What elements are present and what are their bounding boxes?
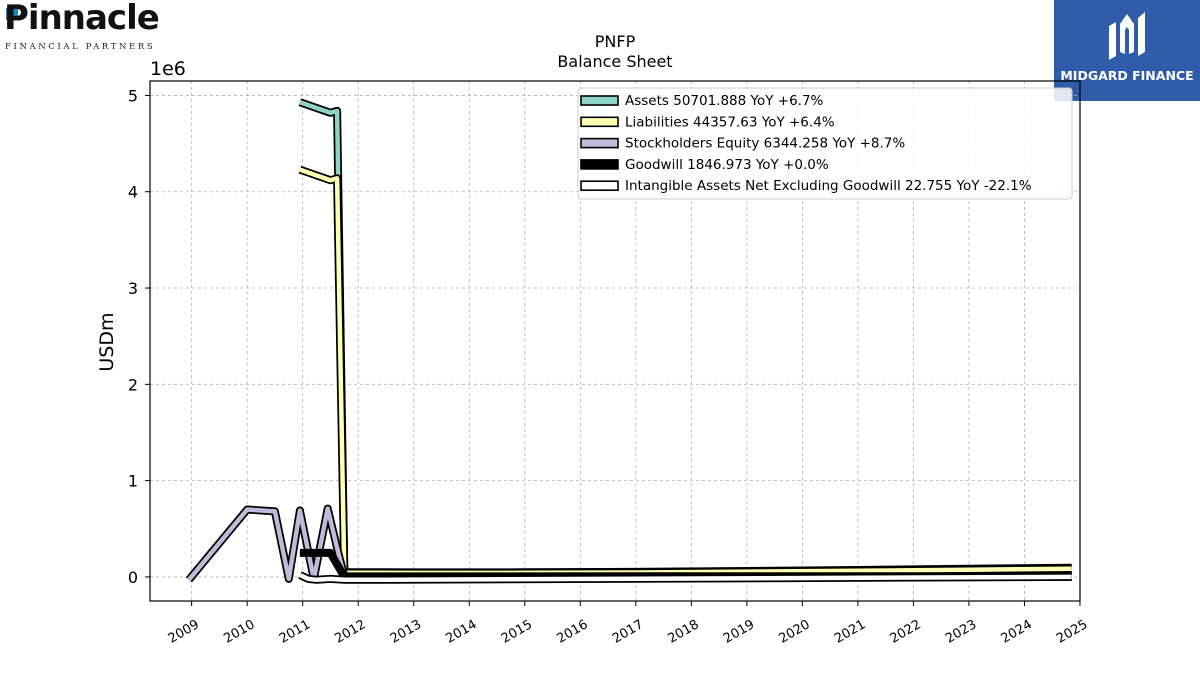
x-tick-label: 2017 <box>610 617 646 647</box>
x-tick-label: 2024 <box>999 617 1035 647</box>
pinnacle-logo-name: Pinnacle <box>4 0 160 38</box>
pinnacle-mark-icon <box>6 8 18 20</box>
midgard-finance-name: MIDGARD FINANCE <box>1060 68 1194 83</box>
x-tick-label: 2010 <box>221 617 257 647</box>
legend-label-4: Intangible Assets Net Excluding Goodwill… <box>625 178 1032 194</box>
y-tick-label: 5 <box>128 86 138 105</box>
x-tick-label: 2012 <box>332 617 368 647</box>
x-tick-label: 2011 <box>277 617 313 647</box>
legend-swatch-1 <box>580 116 619 128</box>
series-outline-1 <box>298 165 1072 577</box>
midgard-finance-logo: MIDGARD FINANCE <box>1054 0 1200 101</box>
x-tick-label: 2013 <box>388 617 424 647</box>
x-tick-label: 2020 <box>777 617 813 647</box>
x-tick-label: 2014 <box>443 617 479 647</box>
legend-box <box>577 87 1073 200</box>
x-tick-label: 2025 <box>1054 617 1090 647</box>
y-tick-label: 0 <box>128 568 138 587</box>
legend-label-0: Assets 50701.888 YoY +6.7% <box>625 93 824 109</box>
legend-swatch-4 <box>580 180 619 191</box>
x-tick-label: 2016 <box>554 617 590 647</box>
x-tick-label: 2023 <box>943 617 979 647</box>
x-tick-label: 2022 <box>888 617 924 647</box>
x-tick-label: 2019 <box>721 617 757 647</box>
legend-label-1: Liabilities 44357.63 YoY +6.4% <box>625 114 835 130</box>
series-outline-3 <box>299 548 1072 581</box>
x-tick-label: 2018 <box>666 617 702 647</box>
chart-subtitle: Balance Sheet <box>557 52 673 71</box>
y-axis-label: USDm <box>96 312 118 371</box>
x-tick-label: 2015 <box>499 617 535 647</box>
pinnacle-logo-tagline: FINANCIAL PARTNERS <box>5 42 156 52</box>
legend-swatch-0 <box>580 95 619 106</box>
x-tick-label: 2021 <box>832 617 868 647</box>
y-tick-label: 1 <box>128 472 138 491</box>
legend-label-2: Stockholders Equity 6344.258 YoY +8.7% <box>625 136 905 152</box>
pinnacle-logo: Pinnacle FINANCIAL PARTNERS <box>4 0 160 52</box>
midgard-m-icon <box>1109 12 1145 60</box>
series-line-1 <box>299 167 1072 576</box>
series-line-4 <box>298 572 1072 583</box>
y-tick-label: 2 <box>128 375 138 394</box>
y-tick-label: 3 <box>128 279 138 298</box>
y-offset-label: 1e6 <box>150 58 186 80</box>
chart-title: PNFP <box>594 32 636 51</box>
plot-frame <box>149 80 1081 602</box>
legend-label-3: Goodwill 1846.973 YoY +0.0% <box>625 157 829 173</box>
y-tick-label: 4 <box>128 183 138 202</box>
x-tick-label: 2009 <box>166 617 202 647</box>
legend-swatch-3 <box>580 159 619 170</box>
legend-swatch-2 <box>580 137 619 149</box>
